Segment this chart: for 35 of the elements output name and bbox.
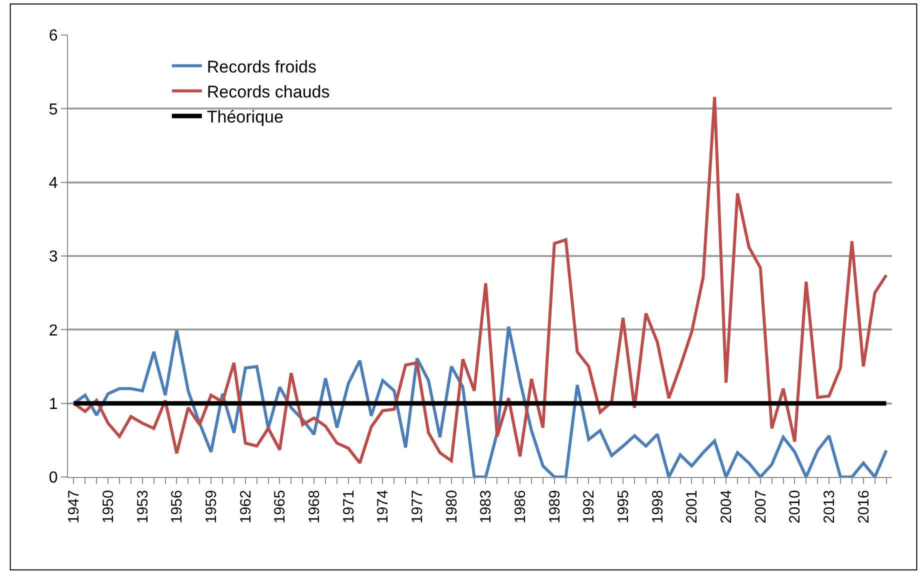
x-tick-label: 1962 <box>237 490 254 524</box>
x-tick-label: 1950 <box>100 490 117 524</box>
x-tick-label: 1989 <box>546 490 564 524</box>
line-series <box>72 325 888 477</box>
x-tick-label: 1998 <box>649 490 666 524</box>
y-tick-label: 2 <box>48 322 58 340</box>
x-tick-label: 2007 <box>752 490 770 524</box>
x-tick-label: 1995 <box>614 490 632 524</box>
x-tick-label: 1956 <box>168 490 186 524</box>
x-tick-label: 1992 <box>580 490 598 524</box>
y-tick-label: 5 <box>48 101 58 118</box>
y-tick-label: 0 <box>48 470 58 487</box>
x-tick-label: 1974 <box>374 490 392 524</box>
x-tick-label: 2016 <box>855 490 872 524</box>
y-tick-label: 6 <box>48 28 58 45</box>
legend-label: Records froids <box>206 57 316 76</box>
x-tick-label: 1968 <box>306 490 323 524</box>
legend-label: Théorique <box>206 108 284 127</box>
legend-label: Records chauds <box>206 82 330 102</box>
x-tick-label: 2013 <box>820 490 838 524</box>
y-tick-label: 1 <box>48 396 58 413</box>
x-tick-label: 2010 <box>786 490 804 524</box>
x-tick-label: 1959 <box>202 490 220 524</box>
y-tick-label: 4 <box>48 174 58 192</box>
x-tick-label: 1980 <box>443 490 460 524</box>
x-tick-label: 1986 <box>512 490 529 524</box>
x-tick-label: 1947 <box>66 490 83 524</box>
x-tick-label: 2001 <box>684 490 701 524</box>
x-tick-label: 2004 <box>718 490 735 524</box>
x-tick-label: 1983 <box>478 490 495 524</box>
x-tick-label: 1971 <box>340 490 358 524</box>
x-tick-label: 1953 <box>134 490 152 524</box>
y-tick-label: 3 <box>48 248 58 266</box>
x-tick-label: 1965 <box>272 490 289 524</box>
x-tick-label: 1977 <box>408 490 426 524</box>
